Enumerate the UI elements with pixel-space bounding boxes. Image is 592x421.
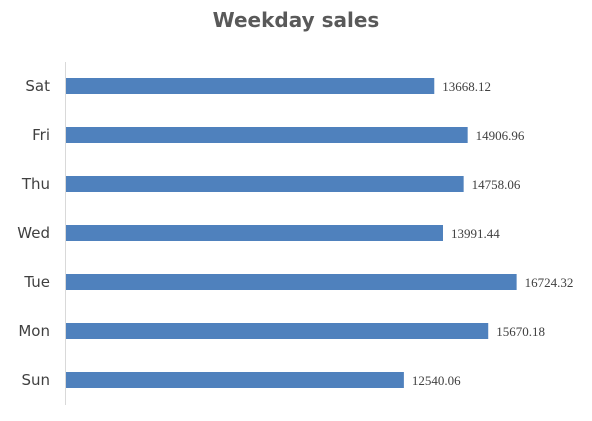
value-label-thu: 14758.06 (472, 177, 521, 192)
bar-fri (66, 127, 468, 143)
category-label-fri: Fri (32, 126, 50, 144)
value-label-wed: 13991.44 (451, 226, 500, 241)
category-label-tue: Tue (23, 273, 50, 291)
bar-mon (66, 323, 489, 339)
bar-sun (66, 372, 404, 388)
category-label-sat: Sat (25, 77, 50, 95)
bar-wed (66, 225, 443, 241)
bar-sat (66, 78, 435, 94)
value-label-tue: 16724.32 (525, 275, 574, 290)
bar-thu (66, 176, 464, 192)
category-label-sun: Sun (21, 371, 50, 389)
value-label-sat: 13668.12 (442, 79, 491, 94)
category-label-wed: Wed (17, 224, 50, 242)
chart-title: Weekday sales (212, 8, 380, 32)
value-label-sun: 12540.06 (412, 373, 461, 388)
labels-layer: Sat 13668.12 Fri 14906.96 Thu 14758.06 Wed 1399… (17, 77, 573, 389)
bar-tue (66, 274, 517, 290)
category-label-thu: Thu (21, 175, 50, 193)
value-label-mon: 15670.18 (496, 324, 545, 339)
value-label-fri: 14906.96 (476, 128, 525, 143)
bars-layer (66, 78, 517, 388)
category-label-mon: Mon (18, 322, 50, 340)
